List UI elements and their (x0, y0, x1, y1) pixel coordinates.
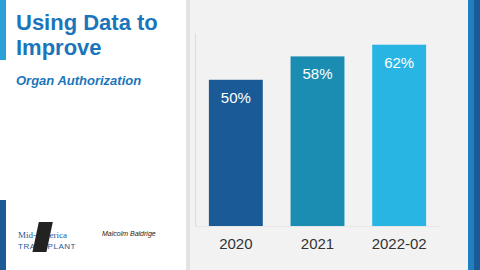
x-tick-label: 2020 (219, 235, 252, 252)
plot-panel (186, 0, 468, 270)
decor-stripe (0, 200, 6, 270)
data-label: 50% (221, 89, 251, 106)
title-line: Improve (16, 35, 102, 60)
bars (209, 45, 426, 226)
x-tick-label: 2022-02 (372, 235, 427, 252)
data-labels: 50% 58% 62% (221, 54, 414, 106)
data-label: 62% (384, 54, 414, 71)
y-axis-line (195, 34, 196, 227)
bar (291, 56, 345, 226)
logo-text: Malcolm Baldrige (102, 230, 156, 238)
title: Using Data toImprove (16, 10, 158, 60)
x-tick: 2022-02 (372, 226, 427, 252)
subtitle: Organ Authorization (16, 73, 141, 88)
bar (209, 80, 263, 226)
decor-stripe (0, 0, 6, 60)
x-tick: 2020 (219, 226, 252, 252)
x-axis: 2020 2021 2022-02 (196, 226, 441, 252)
y-axis (195, 34, 197, 227)
bar (372, 45, 426, 226)
data-label: 58% (302, 65, 332, 82)
chart-svg: Using Data toImprove Organ Authorization M… (0, 0, 480, 270)
decor-stripe (468, 0, 480, 270)
background (0, 0, 480, 270)
x-tick-label: 2021 (301, 235, 334, 252)
chart-root: Using Data toImprove Organ Authorization M… (0, 0, 480, 270)
decor-stripe (186, 0, 190, 270)
logo-emblem (32, 222, 52, 252)
title-line: Using Data to (16, 10, 158, 35)
x-axis-line (196, 226, 441, 227)
x-tick: 2021 (301, 226, 334, 252)
decor-stripe (474, 0, 480, 270)
